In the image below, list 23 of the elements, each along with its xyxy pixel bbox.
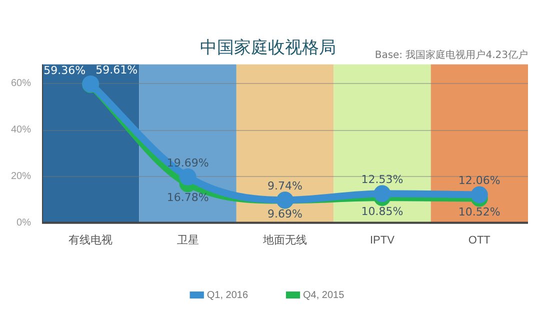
x-tick-label: OTT [468, 234, 491, 246]
data-label: 16.78% [166, 191, 209, 204]
data-label: 9.69% [268, 208, 302, 221]
x-tick-label: 卫星 [176, 234, 199, 246]
legend-label: Q1, 2016 [206, 290, 248, 301]
data-label: 59.61% [96, 63, 138, 76]
y-tick-label: 20% [11, 170, 32, 182]
x-tick-label: 地面无线 [262, 233, 308, 246]
data-label: 10.85% [361, 204, 404, 218]
y-tick-label: 40% [11, 124, 32, 136]
data-label: 10.52% [458, 206, 500, 219]
text: Base: 我国家庭电视用户4.23亿户 [374, 48, 528, 61]
legend-label: Q4, 2015 [303, 290, 345, 301]
x-tick-label: 有线电视 [68, 233, 113, 246]
data-label: 12.06% [458, 174, 500, 188]
data-label: 19.69% [166, 156, 209, 170]
y-tick-label: 60% [11, 78, 32, 89]
data-label: 59.36% [44, 64, 86, 77]
data-label: 12.53% [361, 172, 404, 186]
chart-title: 中国家庭收视格局 [200, 38, 336, 57]
y-tick-label: 0% [16, 218, 32, 229]
data-label: 9.74% [268, 179, 302, 192]
x-tick-label: IPTV [370, 234, 396, 246]
